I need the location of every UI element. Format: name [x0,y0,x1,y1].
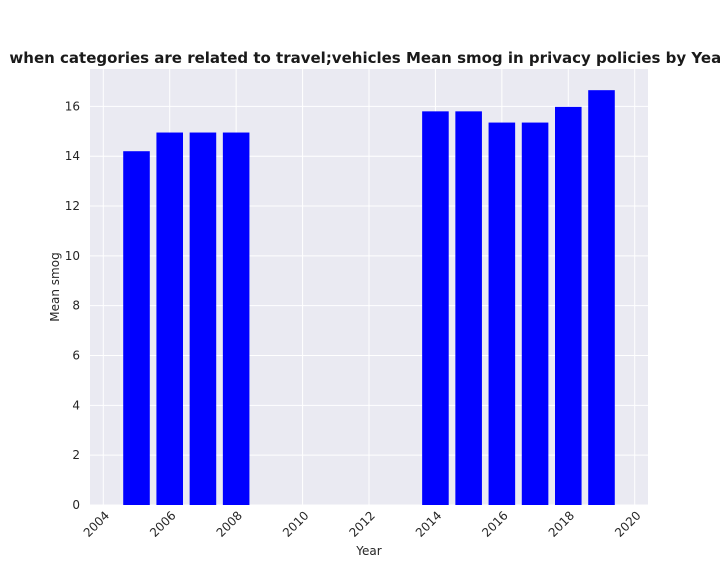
bar-2005 [123,151,150,505]
x-tick-label: 2014 [413,508,444,539]
bar-2016 [488,122,516,506]
bar-2019 [588,90,615,506]
y-tick-label: 16 [65,99,80,113]
y-tick-label: 6 [72,349,80,363]
x-tick-label: 2004 [81,508,112,539]
y-tick-label: 4 [72,398,80,412]
x-tick-label: 2008 [214,508,245,539]
x-axis-label: Year [355,544,381,558]
x-tick-label: 2018 [546,508,577,539]
y-tick-label: 8 [72,299,80,313]
bars [123,90,615,506]
x-tick-label: 2020 [612,508,643,539]
x-tick-labels: 2004 2006 2008 2010 2012 2014 2016 2018 2020 [81,508,644,539]
x-tick-label: 2012 [346,508,377,539]
y-tick-label: 0 [72,498,80,512]
y-tick-label: 2 [72,448,80,462]
y-tick-label: 14 [65,149,80,163]
bar-2014 [422,111,449,506]
bar-2015 [455,111,482,506]
x-tick-label: 2010 [280,508,311,539]
y-tick-labels: 0 2 4 6 8 10 12 14 16 [65,99,80,512]
x-tick-label: 2006 [147,508,178,539]
y-tick-label: 12 [65,199,80,213]
y-axis-label: Mean smog [48,252,62,321]
chart-title: when categories are related to travel;ve… [9,49,720,67]
bar-2006 [156,132,183,505]
x-tick-label: 2016 [479,508,510,539]
bar-2018 [555,106,582,505]
bar-2007 [189,132,217,505]
y-tick-label: 10 [65,249,80,263]
bar-2008 [222,132,250,505]
bar-2017 [521,122,549,506]
